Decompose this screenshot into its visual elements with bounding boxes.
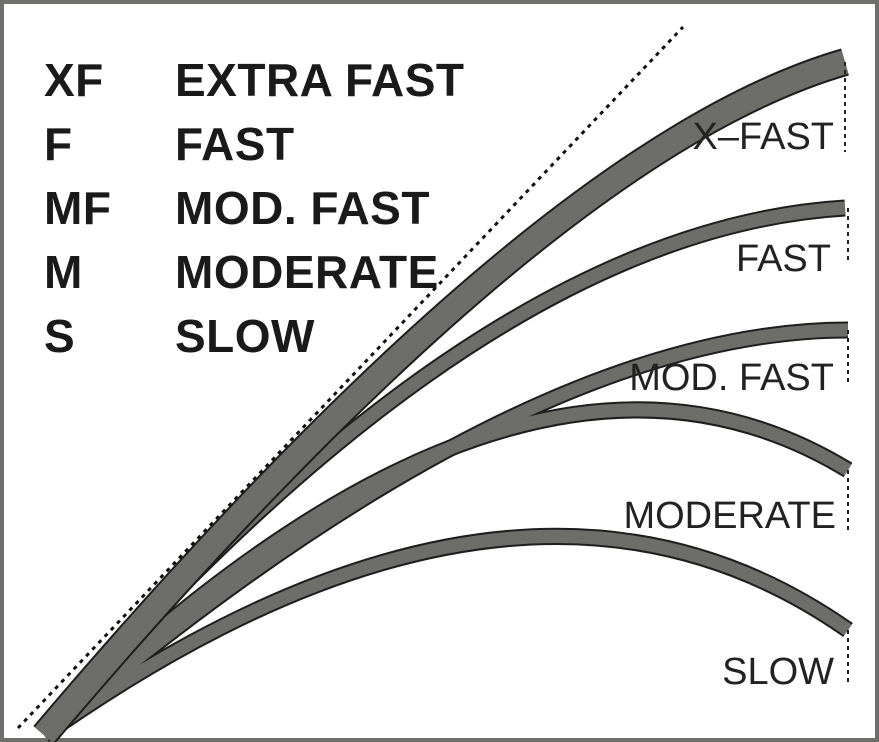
legend-full: MOD. FAST (175, 182, 430, 234)
legend-abbr: MF (44, 182, 112, 234)
rod-curve-moderate (39, 403, 852, 740)
legend-full: FAST (175, 118, 295, 170)
legend-abbr: M (44, 246, 83, 298)
label-moderate: MODERATE (623, 495, 836, 537)
rod-curve-slow (40, 529, 852, 741)
legend-abbr: S (44, 310, 76, 362)
legend-abbr: XF (44, 54, 104, 106)
rod-curve-extra-fast (34, 50, 849, 742)
legend-full: EXTRA FAST (175, 54, 465, 106)
label-xfast: X–FAST (693, 116, 835, 158)
legend-full: SLOW (175, 310, 315, 362)
legend-full: MODERATE (175, 246, 439, 298)
legend-abbr: F (44, 118, 73, 170)
label-slow: SLOW (722, 651, 834, 693)
label-fast: FAST (736, 238, 831, 280)
label-modfast: MOD. FAST (629, 357, 834, 399)
